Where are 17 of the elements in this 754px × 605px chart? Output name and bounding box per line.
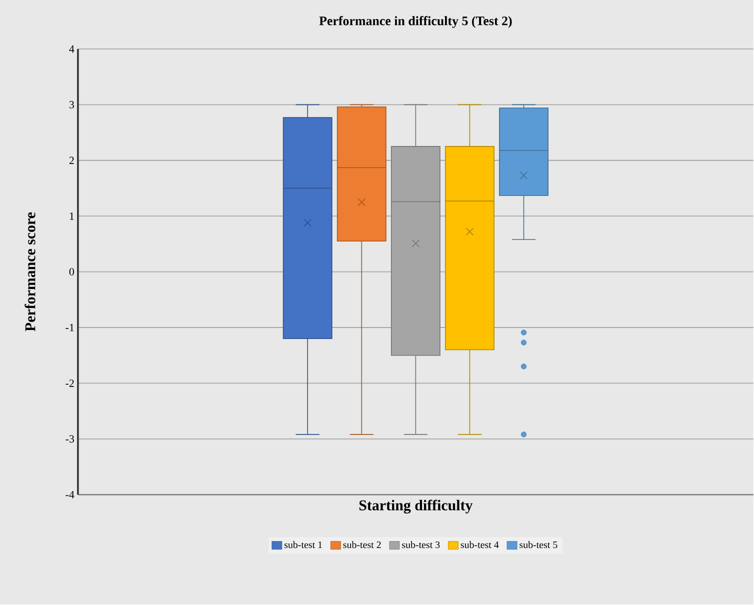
y-tick-label: -4	[66, 491, 74, 498]
legend-label: sub-test 4	[460, 541, 499, 548]
y-tick-label: 3	[69, 101, 74, 109]
legend-label: sub-test 5	[520, 541, 558, 548]
y-tick-label: 0	[69, 268, 74, 276]
legend-label: sub-test 2	[343, 541, 381, 548]
y-tick-label: -2	[66, 380, 74, 388]
y-tick-label: 1	[70, 212, 74, 220]
legend-label: sub-test 1	[284, 541, 322, 548]
legend-label: sub-test 3	[402, 541, 440, 548]
chart-title: Performance in difficulty 5 (Test 2)	[319, 16, 512, 28]
y-tick-label: -3	[66, 435, 74, 443]
y-axis-title: Performance score	[24, 212, 36, 332]
y-tick-label: -1	[66, 324, 74, 332]
y-tick-label: 2	[69, 156, 74, 164]
y-tick-label: 4	[69, 46, 74, 53]
x-axis-title: Starting difficulty	[359, 500, 473, 514]
